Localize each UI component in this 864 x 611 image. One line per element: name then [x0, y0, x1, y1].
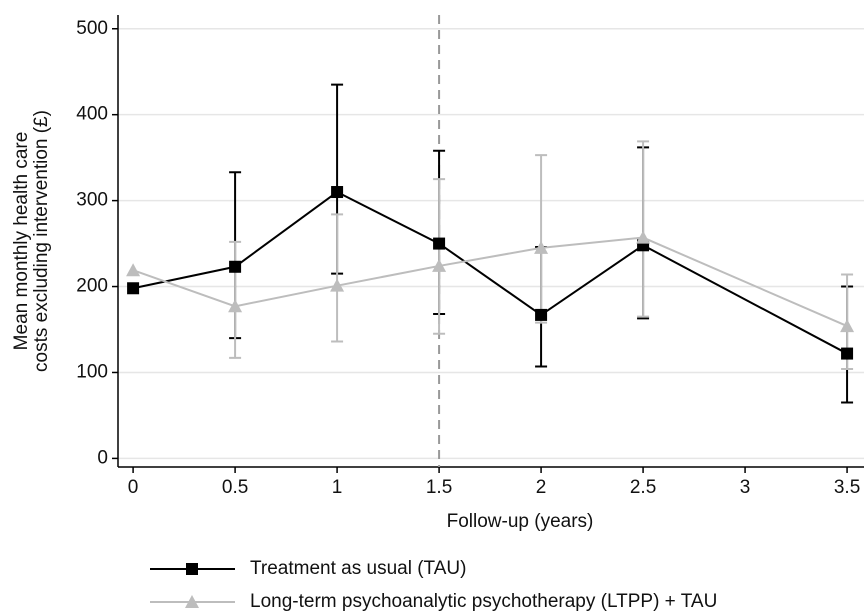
data-point: [331, 186, 344, 199]
legend-label: Treatment as usual (TAU): [250, 558, 466, 579]
y-axis-title: Mean monthly health care: [11, 132, 32, 351]
x-tick-label: 3: [740, 477, 751, 498]
legend-label: Long-term psychoanalytic psychotherapy (…: [250, 591, 717, 611]
legend-marker: [185, 595, 199, 608]
data-point: [126, 263, 141, 277]
data-point: [432, 258, 447, 272]
error-bar: [433, 178, 446, 335]
legend-marker: [186, 563, 198, 575]
x-tick-label: 1.5: [426, 477, 452, 498]
x-tick-label: 2.5: [630, 477, 656, 498]
data-point: [330, 278, 345, 292]
x-tick-label: 0.5: [222, 477, 248, 498]
series-line: [132, 190, 848, 355]
y-tick-label: 400: [76, 104, 108, 125]
x-axis-title: Follow-up (years): [447, 511, 594, 532]
y-tick-label: 0: [97, 447, 108, 468]
x-tick-label: 0: [128, 477, 139, 498]
data-point: [229, 260, 242, 273]
error-bar: [535, 154, 548, 324]
y-axis-title: costs excluding intervention (£): [31, 110, 52, 372]
y-tick-label: 100: [76, 361, 108, 382]
series-line: [132, 236, 848, 327]
data-point: [534, 240, 549, 254]
error-bar: [637, 140, 650, 318]
x-tick-label: 3.5: [834, 477, 860, 498]
data-point: [840, 319, 855, 333]
data-point: [433, 237, 446, 250]
error-bar: [331, 213, 344, 343]
data-point: [841, 347, 854, 360]
data-point: [127, 282, 140, 295]
data-point: [228, 299, 243, 313]
y-tick-label: 200: [76, 276, 108, 297]
y-tick-label: 300: [76, 190, 108, 211]
y-tick-label: 500: [76, 18, 108, 39]
x-tick-label: 1: [332, 477, 343, 498]
data-point: [535, 308, 548, 321]
data-point: [636, 230, 651, 244]
x-tick-label: 2: [536, 477, 547, 498]
